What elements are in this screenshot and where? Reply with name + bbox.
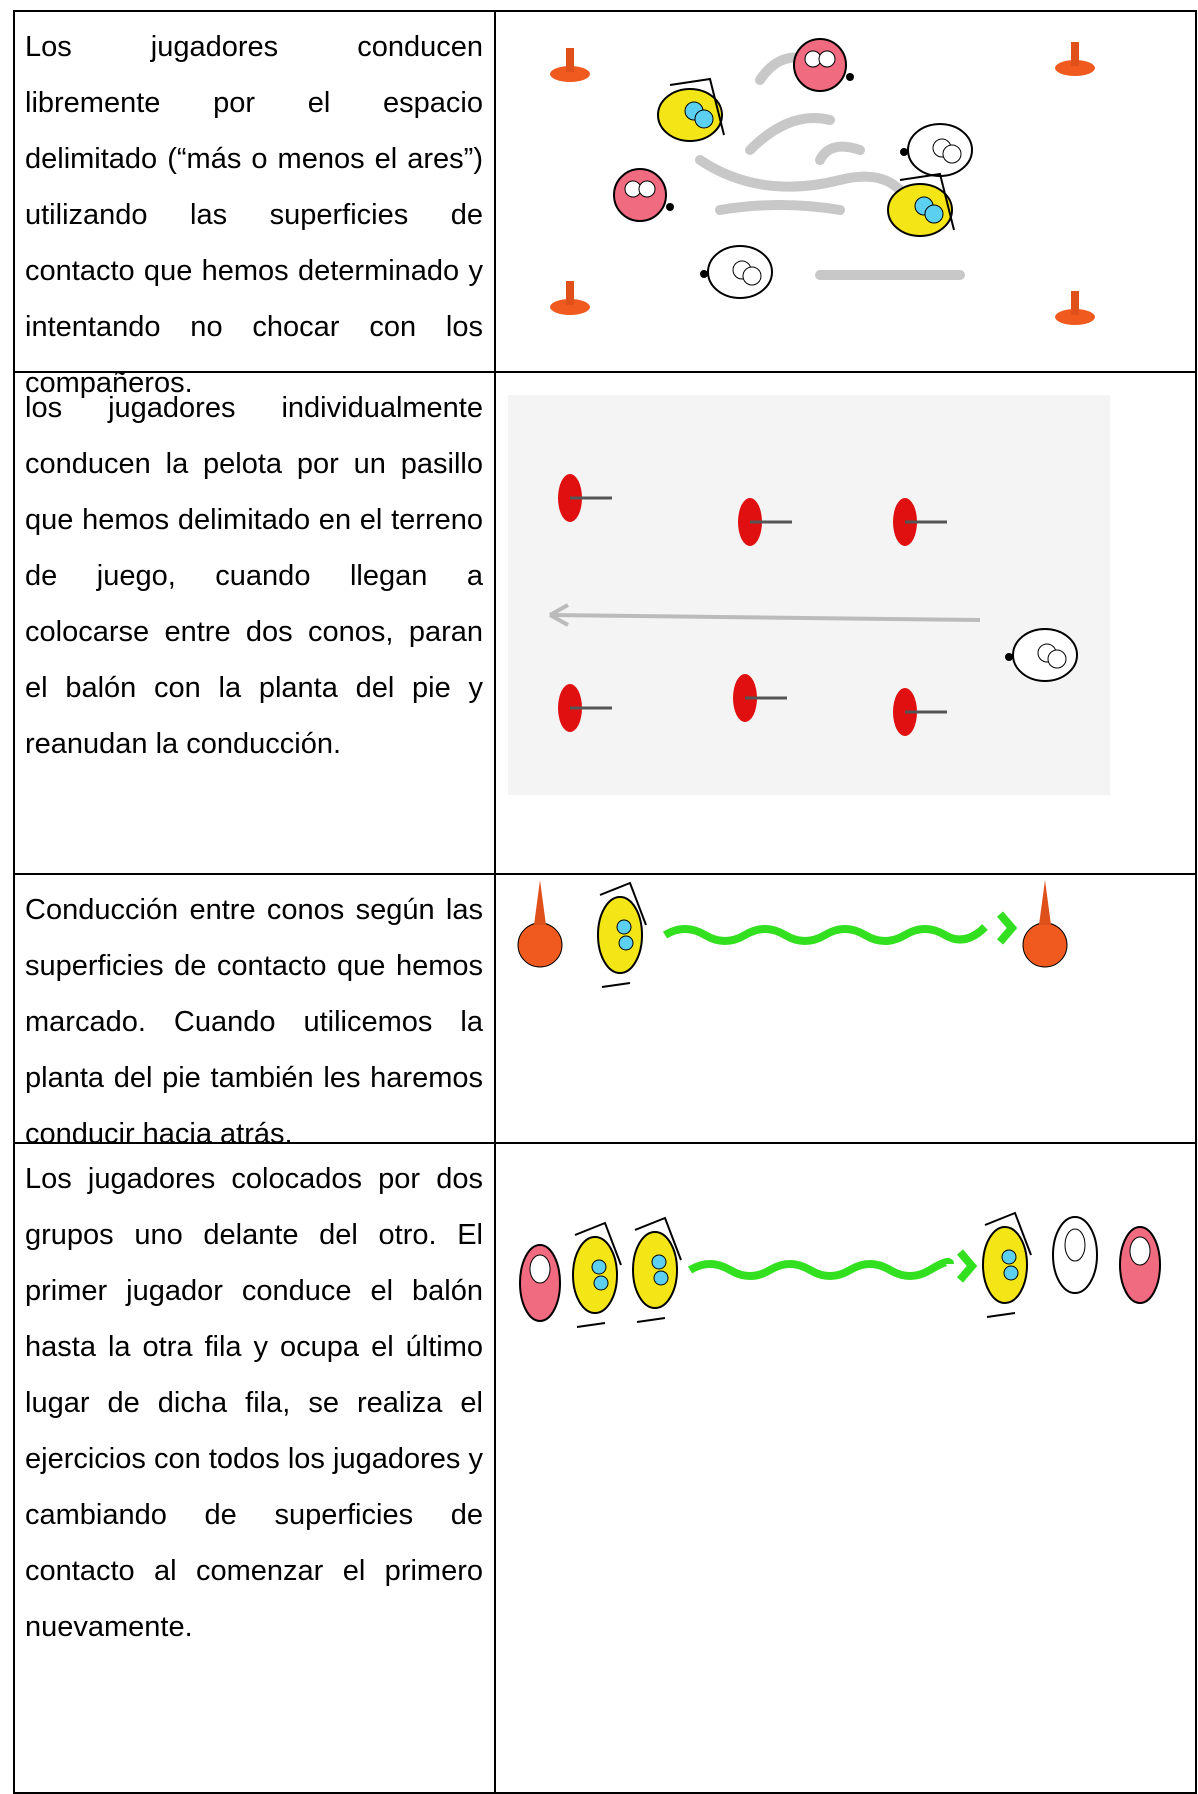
row-text: Conducción entre conos según las superfi… (25, 894, 483, 1150)
row-text: los jugadores individualmente conducen l… (25, 392, 483, 760)
row-text: Los jugadores conducen libremente por el… (25, 31, 483, 399)
row-text: Los jugadores colocados por dos grupos u… (25, 1163, 483, 1643)
